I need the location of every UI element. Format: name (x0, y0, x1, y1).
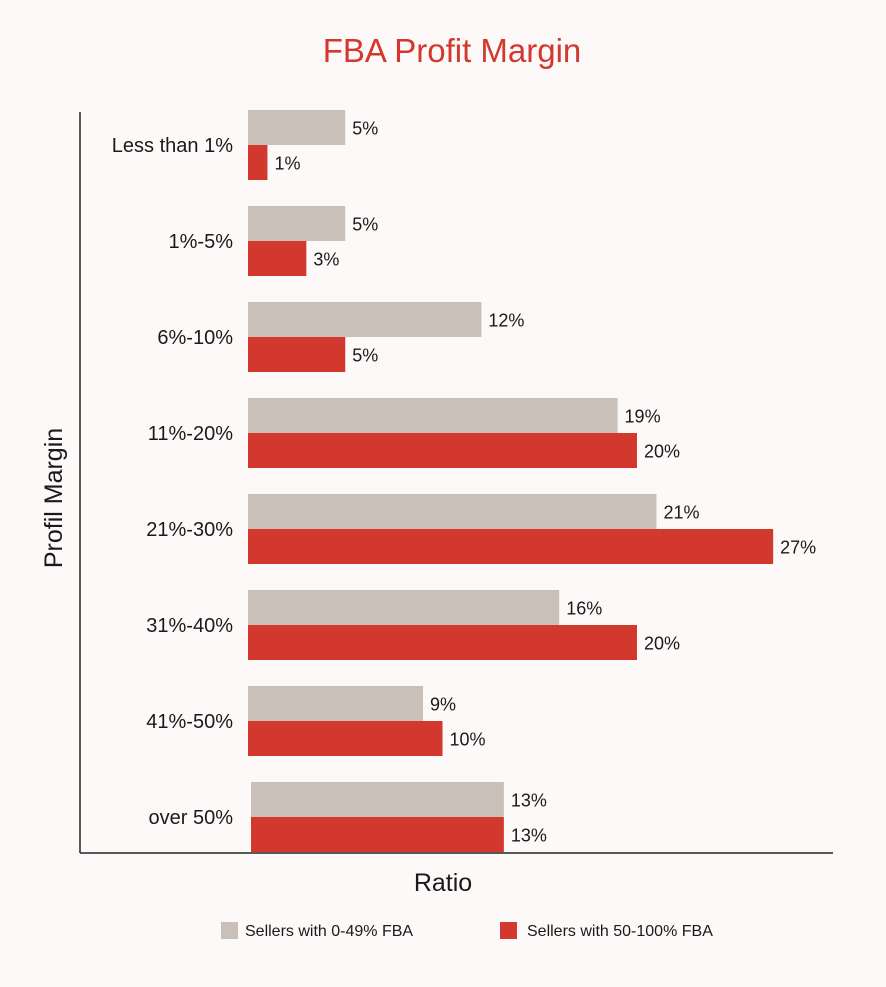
value-label: 10% (450, 730, 486, 750)
x-axis-title: Ratio (414, 869, 472, 897)
bar-sellers-0-49 (248, 398, 618, 433)
bar-sellers-50-100 (248, 721, 443, 756)
value-label: 20% (644, 442, 680, 462)
category-label: 11%-20% (148, 423, 233, 445)
bar-sellers-50-100 (248, 625, 637, 660)
legend-swatch-sellers-0-49 (221, 922, 238, 939)
value-labels: 5% 1% 5% 3% 12% 5% 19% 20% 21% 27% 16% 20% 9% 10% 13% 1… (274, 119, 816, 846)
value-label: 9% (430, 695, 456, 715)
bars-group (248, 110, 774, 852)
legend: Sellers with 0-49% FBA Sellers with 50-10… (221, 922, 713, 940)
bar-sellers-50-100 (248, 337, 346, 372)
bar-sellers-50-100 (248, 145, 268, 180)
legend-label: Sellers with 0-49% FBA (245, 923, 413, 940)
bar-sellers-50-100 (248, 433, 637, 468)
bar-sellers-0-49 (248, 206, 346, 241)
bar-sellers-50-100 (248, 241, 307, 276)
category-labels: Less than 1% 1%-5% 6%-10% 11%-20% 21%-30% 31%… (112, 135, 233, 829)
bar-sellers-50-100 (251, 817, 504, 852)
value-label: 20% (644, 634, 680, 654)
legend-swatch-sellers-50-100 (500, 922, 517, 939)
category-label: 41%-50% (146, 711, 233, 733)
category-label: Less than 1% (112, 135, 233, 157)
bar-sellers-0-49 (248, 110, 346, 145)
y-axis-title: Profil Margin (40, 428, 68, 568)
category-label: 31%-40% (146, 615, 233, 637)
bar-sellers-0-49 (248, 302, 482, 337)
category-label: 6%-10% (157, 327, 233, 349)
category-label: 1%-5% (169, 231, 234, 253)
value-label: 1% (274, 154, 300, 174)
value-label: 5% (352, 119, 378, 139)
bar-sellers-0-49 (248, 494, 657, 529)
value-label: 5% (352, 215, 378, 235)
value-label: 19% (625, 407, 661, 427)
value-label: 12% (488, 311, 524, 331)
bar-sellers-0-49 (251, 782, 504, 817)
value-label: 21% (663, 503, 699, 523)
value-label: 13% (511, 791, 547, 811)
category-label: 21%-30% (146, 519, 233, 541)
chart-title: FBA Profit Margin (323, 32, 582, 69)
bar-sellers-0-49 (248, 590, 560, 625)
value-label: 5% (352, 346, 378, 366)
bar-sellers-0-49 (248, 686, 424, 721)
value-label: 13% (511, 826, 547, 846)
value-label: 16% (566, 599, 602, 619)
legend-label: Sellers with 50-100% FBA (527, 923, 713, 940)
value-label: 3% (313, 250, 339, 270)
value-label: 27% (780, 538, 816, 558)
bar-sellers-50-100 (248, 529, 774, 564)
category-label: over 50% (149, 807, 234, 829)
